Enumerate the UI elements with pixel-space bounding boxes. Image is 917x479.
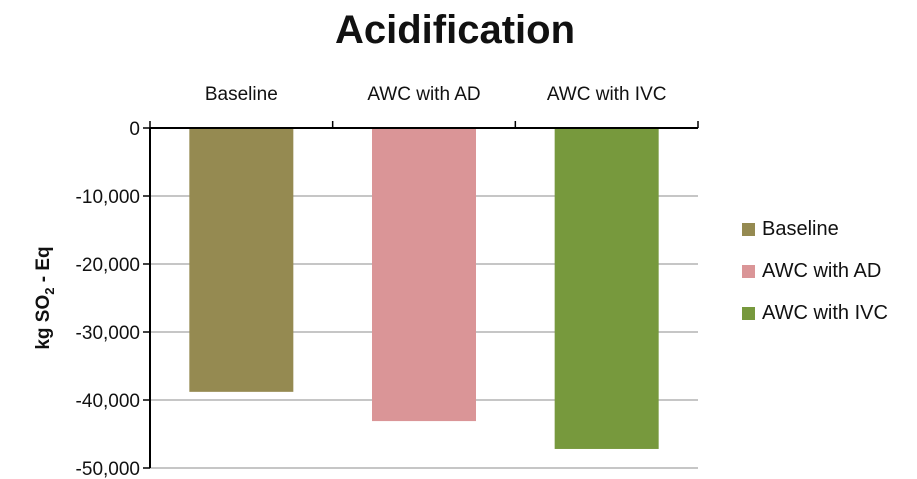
bar-2 xyxy=(372,128,476,422)
chart-title: Acidification xyxy=(335,8,575,52)
y-axis-label-subscript: 2 xyxy=(42,288,57,295)
category-label: Baseline xyxy=(205,84,278,105)
y-axis-label-main: kg SO xyxy=(33,295,54,350)
legend-entry: Baseline xyxy=(762,218,839,240)
y-axis-label-tail: - Eq xyxy=(33,246,54,287)
y-tick-labels: 0 -10,000 -20,000 -30,000 -40,000 -50,000 xyxy=(76,119,140,479)
legend-swatch xyxy=(742,223,755,236)
category-label: AWC with AD xyxy=(367,84,480,105)
bar-3 xyxy=(554,128,659,449)
y-tick-label: -20,000 xyxy=(76,255,140,276)
legend: Baseline AWC with AD AWC with IVC xyxy=(742,218,888,324)
bars xyxy=(189,128,659,449)
y-tick-label: -10,000 xyxy=(76,187,140,208)
y-tick-label: 0 xyxy=(129,119,140,140)
y-tick-label: -50,000 xyxy=(76,459,140,479)
legend-swatch xyxy=(742,265,755,278)
bar-1 xyxy=(189,128,294,392)
y-axis-label: kg SO2 - Eq xyxy=(33,246,57,349)
y-tick-label: -40,000 xyxy=(76,391,140,412)
category-label: AWC with IVC xyxy=(547,84,667,105)
legend-entry: AWC with AD xyxy=(762,260,881,282)
axes xyxy=(143,121,699,469)
category-labels: Baseline AWC with AD AWC with IVC xyxy=(205,84,667,105)
y-tick-label: -30,000 xyxy=(76,323,140,344)
legend-entry: AWC with IVC xyxy=(762,302,888,324)
legend-swatch xyxy=(742,307,755,320)
